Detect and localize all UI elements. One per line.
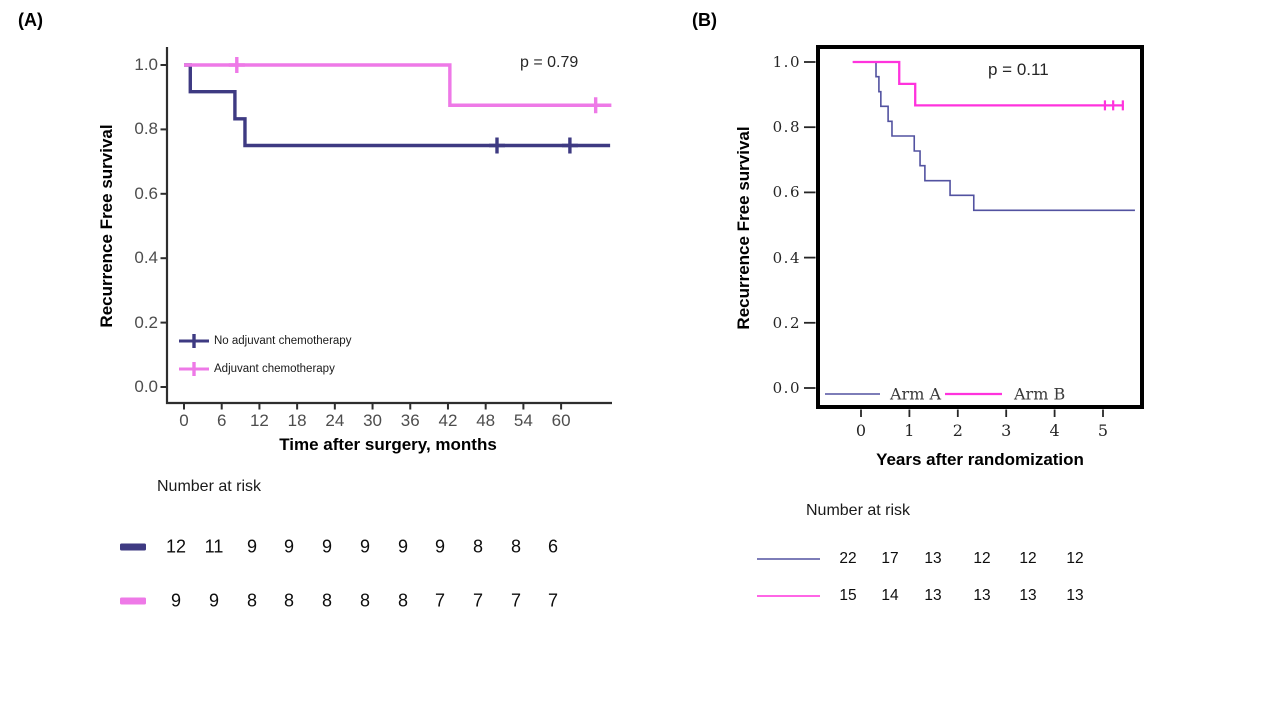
panel-b-risk-value: 17 bbox=[881, 550, 899, 567]
panel-b-x-tick-label: 4 bbox=[1049, 421, 1060, 440]
panel-b-y-tick-label: 1.0 bbox=[772, 53, 801, 71]
panel-b-y-axis-title: Recurrence Free survival bbox=[734, 126, 753, 330]
panel-a-risk-value: 9 bbox=[359, 536, 371, 557]
panel-b-y-tick-label: 0.8 bbox=[772, 118, 801, 137]
panel-b-x-axis-title: Years after randomization bbox=[876, 450, 1084, 469]
panel-b-risk-value: 13 bbox=[924, 550, 942, 567]
panel-a-x-tick-label: 48 bbox=[476, 411, 496, 430]
panel-b-risk-value: 13 bbox=[973, 587, 991, 604]
panel-b-risk-value: 22 bbox=[839, 550, 857, 567]
panel-b-legend-label-arm-a: Arm A bbox=[890, 384, 942, 404]
panel-a-legend-label-no-adjuvant: No adjuvant chemotherapy bbox=[214, 335, 352, 347]
panel-b-risk-value: 12 bbox=[1066, 550, 1084, 567]
panel-a-risk-value: 7 bbox=[547, 590, 559, 611]
km-curve-adjuvant-chemotherapy bbox=[184, 63, 612, 107]
panel-a-risk-value: 8 bbox=[359, 590, 371, 611]
panel-a-risk-value: 9 bbox=[321, 536, 333, 557]
panel-a-y-tick-label: 0.2 bbox=[134, 312, 158, 332]
panel-a-risk-value: 8 bbox=[510, 536, 522, 557]
panel-b-pvalue: p = 0.11 bbox=[988, 60, 1049, 79]
panel-a-risk-value: 7 bbox=[434, 590, 446, 611]
panel-a-x-tick-label: 36 bbox=[400, 411, 420, 430]
panel-a-risk-value: 8 bbox=[246, 590, 258, 611]
km-curve-arm-a bbox=[852, 61, 1135, 212]
panel-b-risk-value: 12 bbox=[973, 550, 991, 567]
panel-a-risk-value: 9 bbox=[283, 536, 295, 557]
panel-b-risk-value: 15 bbox=[839, 587, 857, 604]
panel-a-y-tick-label: 0.4 bbox=[134, 248, 158, 268]
panel-b-y-tick-label: 0.4 bbox=[772, 248, 801, 267]
panel-a-risk-value: 9 bbox=[434, 536, 446, 557]
panel-b-number-at-risk-header: Number at risk bbox=[806, 502, 911, 519]
panel-a-y-tick-label: 0.0 bbox=[134, 377, 158, 396]
panel-a-x-axis-title: Time after surgery, months bbox=[279, 435, 497, 454]
panel-a-x-tick-label: 12 bbox=[249, 411, 269, 430]
km-curve-arm-b bbox=[852, 60, 1123, 107]
panel-a-risk-value: 11 bbox=[204, 536, 224, 557]
panel-b-x-tick-label: 5 bbox=[1097, 421, 1109, 440]
panel-a-risk-value: 8 bbox=[321, 590, 333, 611]
panel-b-risk-value: 13 bbox=[1066, 587, 1084, 604]
panel-a-risk-value: 9 bbox=[170, 590, 182, 611]
panel-b-risk-value: 14 bbox=[881, 587, 899, 604]
panel-a-risk-value: 9 bbox=[397, 536, 409, 557]
panel-b-y-tick-label: 0.6 bbox=[772, 183, 801, 202]
panel-a-y-axis-title: Recurrence Free survival bbox=[97, 124, 116, 328]
panel-b-x-tick-label: 1 bbox=[904, 421, 915, 440]
panel-a-risk-value: 6 bbox=[547, 536, 559, 557]
panel-b-y-tick-label: 0.0 bbox=[772, 379, 801, 397]
panel-a-x-tick-label: 18 bbox=[287, 411, 307, 430]
panel-a-pvalue: p = 0.79 bbox=[520, 54, 579, 71]
panel-a-risk-value: 8 bbox=[283, 590, 295, 611]
panel-b-y-tick-label: 0.2 bbox=[772, 313, 801, 332]
panel-b-risk-value: 12 bbox=[1019, 550, 1037, 567]
panel-b-risk-value: 13 bbox=[924, 587, 942, 604]
panel-a-x-tick-label: 60 bbox=[551, 411, 571, 430]
panel-a-risk-value: 9 bbox=[208, 590, 220, 611]
panel-a-risk-row-marker bbox=[120, 597, 146, 605]
panel-b-label: (B) bbox=[692, 10, 717, 30]
panel-b-risk-value: 13 bbox=[1019, 587, 1037, 604]
panel-b-x-tick-label: 2 bbox=[952, 421, 963, 440]
panel-a-x-tick-label: 30 bbox=[363, 411, 383, 430]
panel-a-x-tick-label: 42 bbox=[438, 411, 458, 430]
panel-b-frame bbox=[816, 45, 1144, 409]
panel-a-risk-value: 12 bbox=[165, 536, 187, 557]
panel-b-legend-label-arm-b: Arm B bbox=[1014, 384, 1066, 404]
panel-a-x-tick-label: 54 bbox=[513, 411, 533, 430]
panel-b-x-tick-label: 0 bbox=[855, 421, 867, 440]
panel-a-y-tick-label: 0.6 bbox=[134, 183, 158, 203]
panel-a-risk-row-marker bbox=[120, 543, 146, 551]
km-curve-no-adjuvant-chemotherapy bbox=[184, 63, 611, 148]
panel-a-axes bbox=[165, 47, 612, 405]
panel-a-x-tick-label: 24 bbox=[325, 411, 345, 430]
panel-a-risk-value: 7 bbox=[510, 590, 522, 611]
panel-a-x-tick-label: 0 bbox=[179, 411, 189, 430]
panel-a-risk-value: 9 bbox=[246, 536, 258, 557]
panel-a-y-tick-label: 1.0 bbox=[134, 55, 158, 74]
panel-a-legend-label-adjuvant: Adjuvant chemotherapy bbox=[214, 363, 335, 375]
panel-a-risk-value: 8 bbox=[397, 590, 409, 611]
panel-a-risk-value: 7 bbox=[472, 590, 484, 611]
panel-a-y-tick-label: 0.8 bbox=[134, 119, 158, 139]
panel-a-risk-value: 8 bbox=[472, 536, 484, 557]
panel-b-x-tick-label: 3 bbox=[1001, 421, 1012, 440]
panel-a-label: (A) bbox=[18, 10, 43, 30]
panel-a-number-at-risk-header: Number at risk bbox=[157, 478, 262, 495]
panel-a-x-tick-label: 6 bbox=[216, 411, 227, 430]
